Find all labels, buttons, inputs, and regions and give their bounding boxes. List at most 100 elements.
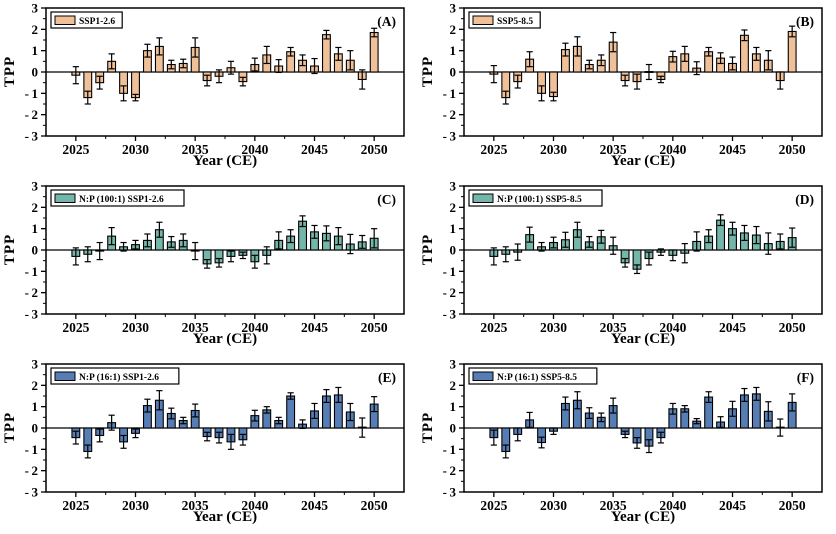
panel-letter: (C) <box>377 192 396 207</box>
x-tick-label-2040: 2040 <box>241 320 268 335</box>
bar-2050 <box>787 30 797 73</box>
x-axis-title: Year (CE) <box>610 509 676 525</box>
x-tick-label-2050: 2050 <box>779 498 806 513</box>
x-axis-title: Year (CE) <box>192 509 258 525</box>
legend-swatch <box>54 15 76 25</box>
legend-box <box>50 367 180 385</box>
x-tick-label-2030: 2030 <box>122 498 149 513</box>
y-tick-label-1: 1 <box>450 221 457 236</box>
y-tick-label-2: 2 <box>450 378 457 393</box>
panel-letter: (B) <box>796 14 814 29</box>
y-tick-label-2: 2 <box>32 22 39 37</box>
panel-b: 3 2 1 0 - 1 - 2 - 3 2025 2030 2035 2040 2045 2050 SSP… <box>418 0 836 178</box>
legend-box <box>50 189 185 207</box>
y-tick-label--3: - 3 <box>25 307 39 322</box>
x-tick-label-2035: 2035 <box>600 142 627 157</box>
panel-c-plot: 3 2 1 0 - 1 - 2 - 3 2025 2030 2035 2040 2045 2050 N:P… <box>25 179 405 335</box>
x-tick-label-2045: 2045 <box>719 142 746 157</box>
x-tick-label-2025: 2025 <box>480 320 507 335</box>
y-tick-label-3: 3 <box>32 179 39 194</box>
x-tick-label-2040: 2040 <box>659 142 686 157</box>
x-tick-label-2040: 2040 <box>659 498 686 513</box>
panel-b-plot: 3 2 1 0 - 1 - 2 - 3 2025 2030 2035 2040 2045 2050 SSP… <box>443 1 823 157</box>
legend-swatch <box>54 371 76 381</box>
legend-label: N:P (100:1) SSP5-8.5 <box>497 194 582 205</box>
x-tick-label-2030: 2030 <box>540 320 567 335</box>
y-tick-label-1: 1 <box>32 221 39 236</box>
x-tick-label-2050: 2050 <box>361 142 388 157</box>
x-tick-label-2030: 2030 <box>122 142 149 157</box>
y-tick-label--2: - 2 <box>25 285 38 300</box>
panel-e-plot: 3 2 1 0 - 1 - 2 - 3 2025 2030 2035 2040 2045 2050 N:P… <box>25 357 405 513</box>
x-tick-label-2035: 2035 <box>182 142 209 157</box>
x-tick-label-2045: 2045 <box>301 320 328 335</box>
x-tick-label-2050: 2050 <box>361 320 388 335</box>
x-tick-label-2045: 2045 <box>719 498 746 513</box>
y-tick-label-1: 1 <box>450 399 457 414</box>
y-tick-label-0: 0 <box>450 65 457 80</box>
y-tick-label-3: 3 <box>32 1 39 16</box>
x-tick-label-2035: 2035 <box>182 498 209 513</box>
y-tick-label--2: - 2 <box>443 107 456 122</box>
legend-label: SSP5-8.5 <box>497 17 533 27</box>
y-tick-label-3: 3 <box>450 357 457 372</box>
panel-d-plot: 3 2 1 0 - 1 - 2 - 3 2025 2030 2035 2040 2045 2050 N:P… <box>443 179 823 335</box>
panel-c: 3 2 1 0 - 1 - 2 - 3 2025 2030 2035 2040 2045 2050 N:P… <box>0 178 418 356</box>
y-tick-label-0: 0 <box>32 65 39 80</box>
x-tick-label-2030: 2030 <box>540 142 567 157</box>
y-tick-label-2: 2 <box>450 200 457 215</box>
panel-letter: (D) <box>795 192 814 207</box>
legend-label: N:P (100:1) SSP1-2.6 <box>79 194 164 205</box>
y-tick-label--3: - 3 <box>443 307 457 322</box>
panel-f-plot: 3 2 1 0 - 1 - 2 - 3 2025 2030 2035 2040 2045 2050 N:P… <box>443 357 823 513</box>
legend-swatch <box>472 371 494 381</box>
y-tick-label--1: - 1 <box>443 442 456 457</box>
panel-a: 3 2 1 0 - 1 - 2 - 3 2025 2030 2035 2040 2045 2050 SSP… <box>0 0 418 178</box>
bar-2050 <box>369 31 379 73</box>
y-tick-label--3: - 3 <box>443 129 457 144</box>
y-tick-label-0: 0 <box>450 243 457 258</box>
y-tick-label--3: - 3 <box>25 129 39 144</box>
y-tick-label--1: - 1 <box>25 442 38 457</box>
y-tick-label-0: 0 <box>32 421 39 436</box>
y-tick-label--3: - 3 <box>443 485 457 500</box>
x-tick-label-2025: 2025 <box>62 142 89 157</box>
x-tick-label-2050: 2050 <box>361 498 388 513</box>
x-tick-label-2030: 2030 <box>122 320 149 335</box>
bar-2030 <box>131 71 140 99</box>
y-tick-label--1: - 1 <box>25 86 38 101</box>
y-tick-label-0: 0 <box>32 243 39 258</box>
y-tick-label-1: 1 <box>32 43 39 58</box>
bar-2046 <box>321 34 331 73</box>
y-tick-label--1: - 1 <box>443 264 456 279</box>
y-tick-label--2: - 2 <box>443 463 456 478</box>
x-tick-label-2035: 2035 <box>600 320 627 335</box>
y-tick-label-2: 2 <box>32 200 39 215</box>
x-tick-label-2030: 2030 <box>540 498 567 513</box>
panel-e: 3 2 1 0 - 1 - 2 - 3 2025 2030 2035 2040 2045 2050 N:P… <box>0 356 418 534</box>
y-tick-label--2: - 2 <box>443 285 456 300</box>
x-tick-label-2050: 2050 <box>779 142 806 157</box>
y-tick-label--2: - 2 <box>25 463 38 478</box>
y-tick-label--3: - 3 <box>25 485 39 500</box>
legend-label: SSP1-2.6 <box>79 17 115 27</box>
y-tick-label-2: 2 <box>32 378 39 393</box>
legend-swatch <box>472 15 494 25</box>
x-tick-label-2045: 2045 <box>301 498 328 513</box>
x-tick-label-2025: 2025 <box>62 498 89 513</box>
x-tick-label-2050: 2050 <box>779 320 806 335</box>
x-tick-label-2035: 2035 <box>182 320 209 335</box>
x-tick-label-2040: 2040 <box>241 498 268 513</box>
x-tick-label-2025: 2025 <box>480 498 507 513</box>
legend-swatch <box>54 193 76 203</box>
y-tick-label--1: - 1 <box>443 86 456 101</box>
panel-letter: (E) <box>378 370 396 385</box>
y-tick-label-3: 3 <box>450 1 457 16</box>
y-tick-label--1: - 1 <box>25 264 38 279</box>
x-tick-label-2025: 2025 <box>62 320 89 335</box>
legend-label: N:P (16:1) SSP1-2.6 <box>79 372 159 383</box>
x-axis-title: Year (CE) <box>610 153 676 169</box>
bar-2043 <box>286 395 296 429</box>
x-tick-label-2045: 2045 <box>719 320 746 335</box>
